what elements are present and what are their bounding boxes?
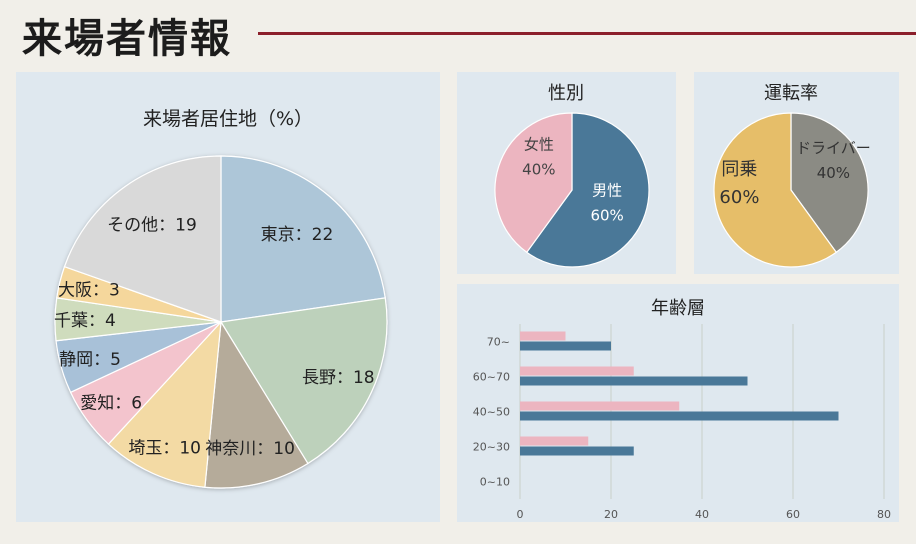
residence-chart-panel: 来場者居住地（%） 東京：22 長野：18 神奈川：10 埼玉：10 愛知：6 静岡：5 千… — [16, 72, 440, 522]
gender-percent-label: 60% — [590, 206, 623, 224]
driving-percent-label: 60% — [719, 187, 759, 208]
age-x-tick-label: 40 — [695, 508, 709, 521]
age-bar — [520, 376, 748, 386]
age-category-label: 40~50 — [473, 406, 510, 419]
residence-slice-label: 静岡：5 — [59, 350, 121, 370]
residence-slice-label: 千葉：4 — [54, 311, 116, 331]
driving-slice — [713, 112, 838, 268]
gender-slice — [525, 112, 650, 268]
age-bar — [520, 436, 589, 446]
driving-chart-panel: 運転率 ドライバー 40% 同乗 60% — [694, 72, 899, 274]
age-category-label: 60~70 — [473, 371, 510, 384]
residence-slice — [220, 155, 386, 323]
residence-chart-title: 来場者居住地（%） — [143, 108, 313, 130]
age-bar — [520, 366, 634, 376]
gender-category-label: 男性 — [592, 181, 622, 199]
age-x-tick-label: 80 — [877, 508, 891, 521]
gender-category-label: 女性 — [524, 136, 554, 154]
age-category-label: 20~30 — [473, 441, 510, 454]
residence-slice — [63, 155, 222, 323]
gender-pie-chart: 性別 男性 60% 女性 40% — [494, 83, 650, 268]
age-x-tick-label: 0 — [517, 508, 524, 521]
gender-slice — [494, 112, 573, 254]
age-bar-chart: 年齢層 70~ 60~70 40~50 20~30 0~10 0 20 40 60 80 — [473, 298, 891, 521]
residence-slice — [204, 320, 309, 489]
driving-chart-title: 運転率 — [764, 83, 818, 104]
age-category-label: 70~ — [487, 336, 510, 349]
age-bar — [520, 331, 566, 341]
residence-slice-label: その他：19 — [107, 215, 197, 235]
age-chart-panel: 年齢層 70~ 60~70 40~50 20~30 0~10 0 20 40 60 80 — [457, 284, 899, 522]
driving-category-label: ドライバー — [796, 139, 871, 157]
residence-slice-label: 大阪：3 — [58, 280, 120, 300]
residence-slice-label: 長野：18 — [302, 368, 375, 388]
residence-slice-label: 埼玉：10 — [128, 439, 201, 459]
age-category-label: 0~10 — [480, 476, 510, 489]
residence-slice — [107, 320, 222, 488]
age-bar — [520, 446, 634, 456]
driving-slice — [790, 112, 869, 254]
gender-chart-panel: 性別 男性 60% 女性 40% — [457, 72, 676, 274]
age-bar — [520, 341, 611, 351]
gender-percent-label: 40% — [522, 161, 555, 179]
age-bar — [520, 401, 680, 411]
age-x-tick-label: 20 — [604, 508, 618, 521]
residence-slice-label: 愛知：6 — [80, 393, 142, 413]
driving-percent-label: 40% — [817, 164, 850, 182]
residence-slice-label: 東京：22 — [261, 225, 334, 245]
age-bar — [520, 411, 839, 421]
driving-category-label: 同乗 — [721, 159, 757, 180]
residence-slice-label: 神奈川：10 — [205, 439, 295, 459]
age-chart-title: 年齢層 — [651, 298, 705, 319]
residence-slice — [220, 297, 388, 465]
age-x-tick-label: 60 — [786, 508, 800, 521]
page-title: 来場者情報 — [22, 16, 232, 62]
gender-chart-title: 性別 — [548, 83, 584, 104]
driving-pie-chart: 運転率 ドライバー 40% 同乗 60% — [713, 83, 871, 268]
title-divider — [258, 32, 916, 35]
